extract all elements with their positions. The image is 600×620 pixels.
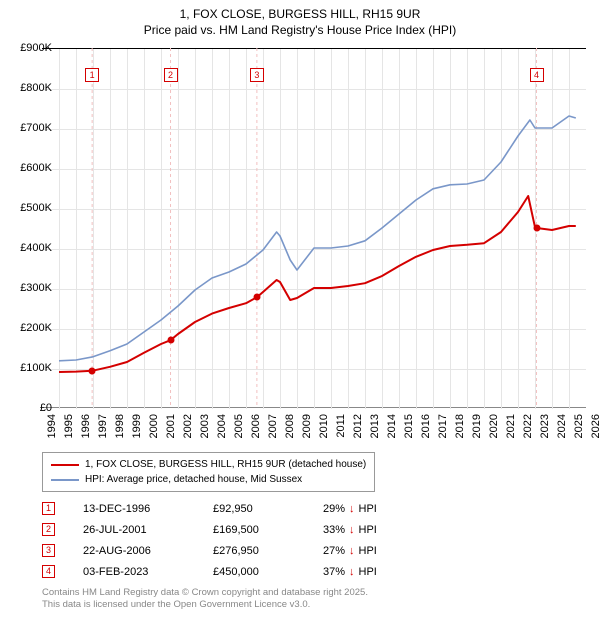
sales-row-date: 03-FEB-2023: [83, 566, 213, 578]
x-tick-label: 2012: [352, 414, 364, 438]
x-tick-label: 2011: [335, 414, 347, 438]
legend-label: 1, FOX CLOSE, BURGESS HILL, RH15 9UR (de…: [85, 459, 366, 470]
x-tick-label: 2018: [454, 414, 466, 438]
x-tick-label: 2009: [301, 414, 313, 438]
x-tick-label: 2016: [420, 414, 432, 438]
x-tick-label: 2026: [590, 414, 600, 438]
x-tick-label: 1994: [46, 414, 58, 438]
sales-row-date: 13-DEC-1996: [83, 503, 213, 515]
x-tick-label: 2008: [284, 414, 296, 438]
legend-label: HPI: Average price, detached house, Mid …: [85, 474, 302, 485]
y-tick-label: £300K: [20, 282, 52, 294]
x-tick-label: 2000: [148, 414, 160, 438]
x-tick-label: 2023: [539, 414, 551, 438]
chart-area: 1 2 3 4: [42, 48, 586, 408]
x-tick-label: 2021: [505, 414, 517, 438]
legend: 1, FOX CLOSE, BURGESS HILL, RH15 9UR (de…: [42, 452, 375, 492]
x-tick-label: 2020: [488, 414, 500, 438]
y-tick-label: £200K: [20, 322, 52, 334]
x-tick-label: 2004: [216, 414, 228, 438]
sale-marker-dot: [167, 337, 174, 344]
chart-svg: [42, 48, 586, 408]
down-arrow-icon: ↓: [349, 545, 355, 557]
y-tick-label: £900K: [20, 42, 52, 54]
sales-row-index: 2: [42, 523, 55, 536]
x-tick-label: 2006: [250, 414, 262, 438]
title-line2: Price paid vs. HM Land Registry's House …: [0, 22, 600, 38]
x-tick-label: 1998: [114, 414, 126, 438]
y-tick-label: £400K: [20, 242, 52, 254]
sales-row: 2 26-JUL-2001£169,50033%↓HPI: [42, 519, 377, 540]
sales-row-diff: 37%↓HPI: [323, 566, 377, 578]
y-tick-label: £800K: [20, 82, 52, 94]
sale-marker-box: 2: [164, 68, 178, 82]
footer-line2: This data is licensed under the Open Gov…: [42, 599, 368, 611]
sales-row-price: £450,000: [213, 566, 323, 578]
title-line1: 1, FOX CLOSE, BURGESS HILL, RH15 9UR: [0, 6, 600, 22]
x-tick-label: 2002: [182, 414, 194, 438]
footer-line1: Contains HM Land Registry data © Crown c…: [42, 587, 368, 599]
y-tick-label: £500K: [20, 202, 52, 214]
x-tick-label: 1996: [80, 414, 92, 438]
sale-marker-box: 1: [85, 68, 99, 82]
series-price_paid: [59, 196, 576, 372]
x-tick-label: 2025: [573, 414, 585, 438]
sales-row-diff: 29%↓HPI: [323, 503, 377, 515]
x-tick-label: 2017: [437, 414, 449, 438]
footer: Contains HM Land Registry data © Crown c…: [42, 587, 368, 612]
y-tick-label: £600K: [20, 162, 52, 174]
sales-row-index: 1: [42, 502, 55, 515]
sales-row-price: £92,950: [213, 503, 323, 515]
sales-row: 3 22-AUG-2006£276,95027%↓HPI: [42, 540, 377, 561]
sales-row-date: 26-JUL-2001: [83, 524, 213, 536]
x-tick-label: 1999: [131, 414, 143, 438]
sale-marker-box: 4: [530, 68, 544, 82]
x-tick-label: 2022: [522, 414, 534, 438]
x-tick-label: 2007: [267, 414, 279, 438]
x-tick-label: 2010: [318, 414, 330, 438]
y-tick-label: £0: [40, 402, 52, 414]
down-arrow-icon: ↓: [349, 503, 355, 515]
chart-container: 1, FOX CLOSE, BURGESS HILL, RH15 9UR Pri…: [0, 0, 600, 620]
x-tick-label: 2003: [199, 414, 211, 438]
legend-item: HPI: Average price, detached house, Mid …: [51, 472, 366, 487]
sale-marker-dot: [533, 225, 540, 232]
sales-row-index: 4: [42, 565, 55, 578]
legend-swatch: [51, 464, 79, 466]
legend-item: 1, FOX CLOSE, BURGESS HILL, RH15 9UR (de…: [51, 457, 366, 472]
sales-row-price: £276,950: [213, 545, 323, 557]
series-hpi: [59, 116, 576, 361]
x-tick-label: 2001: [165, 414, 177, 438]
sales-row-index: 3: [42, 544, 55, 557]
sale-marker-box: 3: [250, 68, 264, 82]
down-arrow-icon: ↓: [349, 524, 355, 536]
sales-row-date: 22-AUG-2006: [83, 545, 213, 557]
sales-row-diff: 27%↓HPI: [323, 545, 377, 557]
sales-table: 1 13-DEC-1996£92,95029%↓HPI 2 26-JUL-2001£1…: [42, 498, 377, 582]
sales-row-price: £169,500: [213, 524, 323, 536]
y-tick-label: £100K: [20, 362, 52, 374]
x-tick-label: 2014: [386, 414, 398, 438]
sales-row-diff: 33%↓HPI: [323, 524, 377, 536]
x-tick-label: 2013: [369, 414, 381, 438]
x-tick-label: 2024: [556, 414, 568, 438]
sales-row: 4 03-FEB-2023£450,00037%↓HPI: [42, 561, 377, 582]
down-arrow-icon: ↓: [349, 566, 355, 578]
legend-swatch: [51, 479, 79, 481]
y-tick-label: £700K: [20, 122, 52, 134]
x-tick-label: 2015: [403, 414, 415, 438]
sale-marker-dot: [89, 367, 96, 374]
x-tick-label: 2019: [471, 414, 483, 438]
x-tick-label: 1997: [97, 414, 109, 438]
x-tick-label: 2005: [233, 414, 245, 438]
title-block: 1, FOX CLOSE, BURGESS HILL, RH15 9UR Pri…: [0, 0, 600, 38]
sales-row: 1 13-DEC-1996£92,95029%↓HPI: [42, 498, 377, 519]
sale-marker-dot: [253, 294, 260, 301]
x-tick-label: 1995: [63, 414, 75, 438]
